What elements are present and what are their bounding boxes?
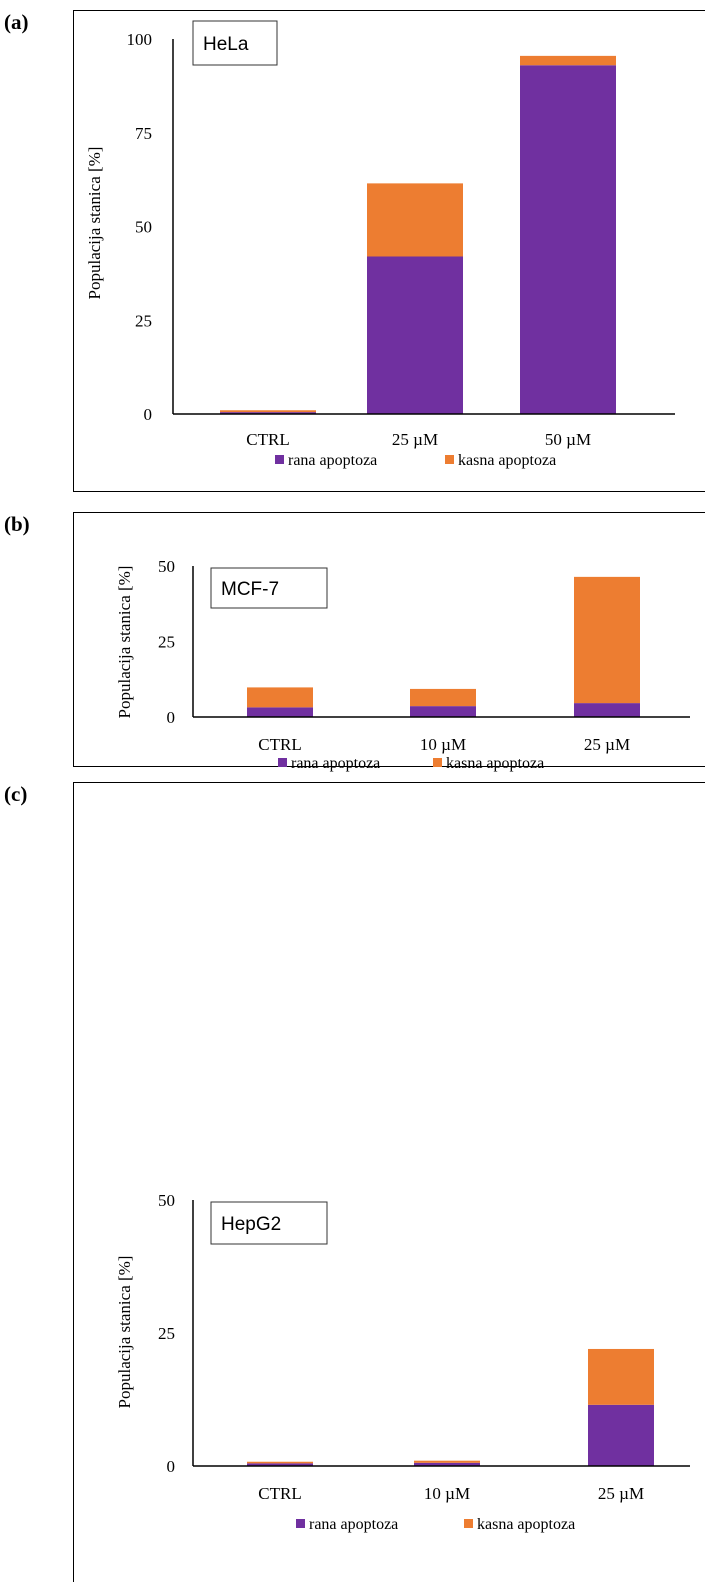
legend-label-1: rana apoptoza [291, 755, 380, 772]
legend-swatch-2 [445, 455, 454, 464]
bar-rana-apoptoza-2 [367, 256, 463, 414]
bar-kasna-apoptoza-2 [410, 688, 476, 707]
panel-label-c: (c) [4, 782, 28, 806]
bar-kasna-apoptoza-1 [247, 687, 313, 708]
x-tick-label-3: 25 µM [598, 1484, 644, 1503]
chart-mcf-7: CTRL 10 µM 25 µM 0 25 50 Populacija stanica [%… [115, 557, 690, 772]
legend-swatch-2 [433, 758, 442, 767]
chart-hela: CTRL 25 µM 50 µM 0 25 50 75 100 Populacija stani… [85, 20, 675, 469]
y-tick-label-3: 50 [158, 1191, 175, 1210]
chart-hepg2: CTRL 10 µM 25 µM 0 25 50 Populacija stanica [%… [115, 1191, 690, 1533]
legend-swatch-2 [464, 1519, 473, 1528]
x-tick-label-2: 10 µM [420, 735, 466, 754]
cell-line-label: MCF-7 [221, 579, 279, 600]
legend-label-2: kasna apoptoza [477, 1516, 575, 1533]
bar-rana-apoptoza-3 [588, 1404, 654, 1466]
y-axis-label: Populacija stanica [%] [115, 566, 134, 719]
legend-swatch-1 [278, 758, 287, 767]
bar-rana-apoptoza-3 [574, 703, 640, 717]
y-tick-label-1: 0 [167, 708, 176, 727]
bar-kasna-apoptoza-2 [414, 1460, 480, 1463]
x-tick-label-2: 10 µM [424, 1484, 470, 1503]
y-tick-label-3: 50 [135, 218, 152, 237]
bar-kasna-apoptoza-1 [247, 1461, 313, 1464]
panel-label-a: (a) [4, 10, 29, 34]
y-tick-label-3: 50 [158, 557, 175, 576]
x-tick-label-2: 25 µM [392, 430, 438, 449]
x-tick-label-1: CTRL [258, 1484, 301, 1503]
y-tick-label-5: 100 [127, 30, 153, 49]
x-tick-label-1: CTRL [258, 735, 301, 754]
y-tick-label-1: 0 [167, 1457, 176, 1476]
bar-rana-apoptoza-1 [220, 412, 316, 414]
bar-kasna-apoptoza-1 [220, 410, 316, 413]
legend-label-2: kasna apoptoza [446, 755, 544, 772]
cell-line-box [210, 1201, 328, 1245]
bar-rana-apoptoza-2 [410, 706, 476, 717]
y-tick-label-2: 25 [158, 633, 175, 652]
legend-label-2: kasna apoptoza [458, 452, 556, 469]
y-axis-label: Populacija stanica [%] [115, 1256, 134, 1409]
y-axis-label: Populacija stanica [%] [85, 147, 104, 300]
bar-kasna-apoptoza-3 [574, 576, 640, 704]
y-tick-label-4: 75 [135, 124, 152, 143]
bar-kasna-apoptoza-2 [367, 183, 463, 257]
bar-rana-apoptoza-3 [520, 65, 616, 414]
cell-line-label: HepG2 [221, 1214, 281, 1235]
legend-label-1: rana apoptoza [309, 1516, 398, 1533]
panel-label-b: (b) [4, 512, 30, 536]
cell-line-box [210, 567, 328, 609]
panel-frame-a [73, 10, 705, 492]
y-tick-label-1: 0 [144, 405, 153, 424]
legend-label-1: rana apoptoza [288, 452, 377, 469]
bar-kasna-apoptoza-3 [588, 1348, 654, 1405]
cell-line-label: HeLa [203, 34, 249, 55]
y-tick-label-2: 25 [135, 311, 152, 330]
panel-frame-c [73, 782, 705, 1582]
legend-swatch-1 [275, 455, 284, 464]
legend-swatch-1 [296, 1519, 305, 1528]
y-tick-label-2: 25 [158, 1324, 175, 1343]
bar-rana-apoptoza-1 [247, 707, 313, 717]
x-tick-label-1: CTRL [246, 430, 289, 449]
cell-line-box [192, 20, 278, 66]
x-tick-label-3: 25 µM [584, 735, 630, 754]
bar-rana-apoptoza-2 [414, 1462, 480, 1466]
bar-kasna-apoptoza-3 [520, 55, 616, 66]
bar-rana-apoptoza-1 [247, 1463, 313, 1466]
x-tick-label-3: 50 µM [545, 430, 591, 449]
panel-frame-b [73, 512, 705, 767]
